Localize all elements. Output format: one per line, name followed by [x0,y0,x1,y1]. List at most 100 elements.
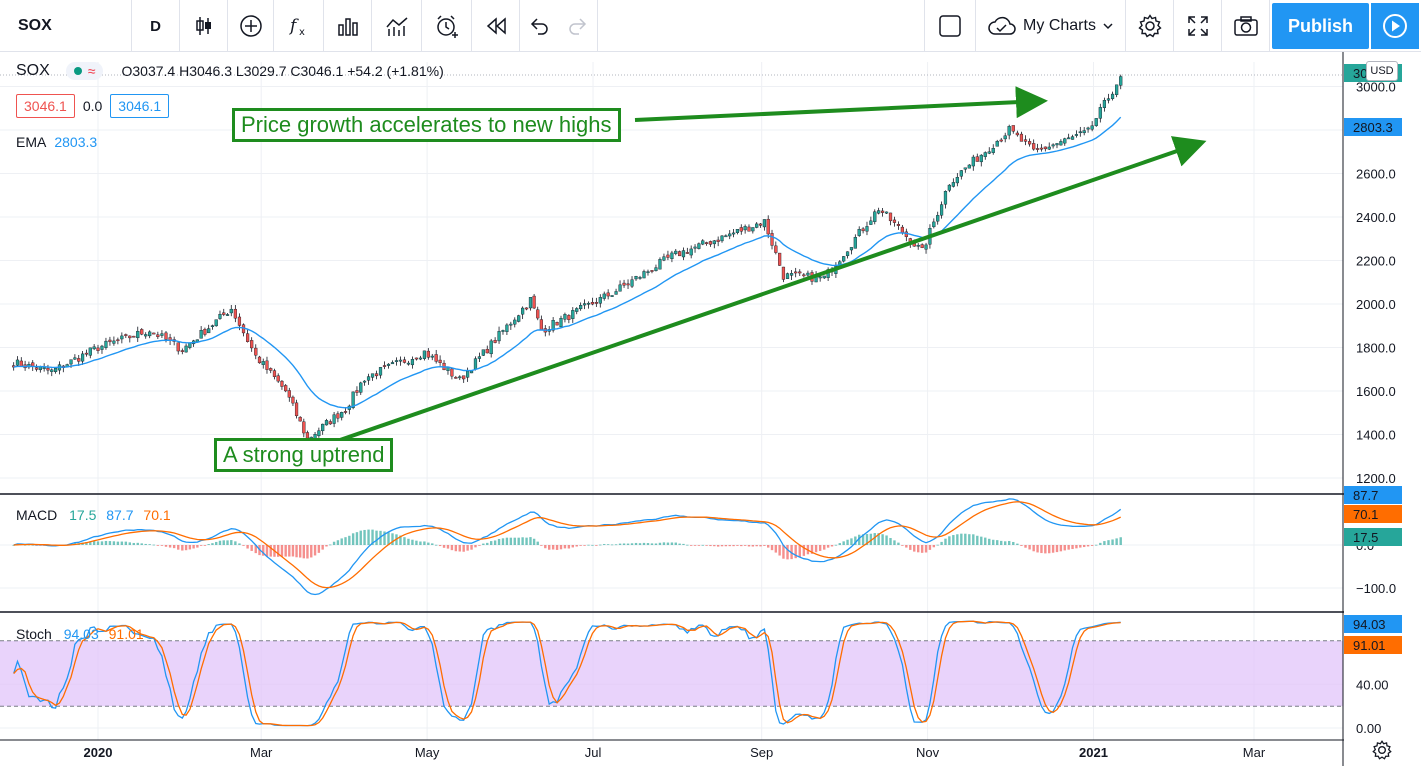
candle-body [418,357,423,360]
symbol-search-button[interactable]: SOX [0,0,132,52]
snapshot-button[interactable] [1222,0,1270,52]
candle-body [469,370,474,374]
candle-body [46,367,50,371]
replay-button[interactable] [472,0,520,52]
candle-body [180,350,184,352]
macd-hist-bar [917,545,920,553]
candle-body [132,335,136,338]
macd-hist-bar [740,545,743,547]
macd-hist-bar [778,545,781,556]
candle-body [1011,125,1015,132]
ema-legend: EMA 2803.3 [16,134,97,150]
trend-arrows[interactable] [339,86,1207,442]
candle-body [650,270,654,272]
stoch-k-tag: 94.03 [1353,617,1386,632]
macd-hist-bar [610,544,614,546]
macd-hist-bar [642,542,646,545]
candle-body [1086,127,1090,130]
candle-body [724,235,728,238]
candle-body [454,377,458,379]
macd-hist-bar [450,545,454,551]
macd-signal-tag-bg [1344,505,1402,523]
currency-badge[interactable]: USD [1366,61,1398,81]
undo-icon[interactable] [529,17,549,35]
candle-body [896,224,901,226]
macd-hist-bar [112,541,116,545]
candle-body [705,242,709,244]
macd-hist-bar [96,541,100,545]
templates-button[interactable] [324,0,372,52]
candle-body [892,219,897,223]
stoch-k-value: 94.03 [63,626,99,642]
publish-button[interactable]: Publish [1272,3,1369,49]
candle-body [654,267,658,272]
candle-body [84,352,89,355]
macd-hist-bar [254,545,257,554]
annotation-uptrend[interactable]: A strong uptrend [214,438,394,472]
annotation-new-highs[interactable]: Price growth accelerates to new highs [232,108,621,142]
candle-body [693,246,697,249]
layout-button[interactable] [924,0,976,52]
candle-body [728,233,732,237]
chart-area[interactable]: 3000.02800.02600.02400.02200.02000.01800… [0,52,1421,766]
macd-hist-bar [794,545,797,559]
arrow-uptrend[interactable] [339,136,1207,442]
market-status-pill[interactable]: ≈ [65,62,104,80]
redo-icon[interactable] [568,17,588,35]
stoch-band [0,640,1343,707]
candle-body [1055,143,1059,146]
macd-hist-bar [116,541,120,545]
macd-hist-bar [136,542,139,545]
candle-body [458,376,462,379]
candle-body [774,245,778,253]
interval-button[interactable]: D [132,0,180,52]
macd-hist-bar [736,545,739,546]
macd-hist-bar [222,540,225,545]
svg-text:f: f [288,16,299,36]
fullscreen-button[interactable] [1174,0,1222,52]
macd-hist-bar [606,544,610,546]
sell-price-box[interactable]: 3046.1 [16,94,75,118]
compare-button[interactable] [228,0,274,52]
candle-body [539,319,543,331]
macd-hist-bar [387,532,390,545]
chart-templates-button[interactable] [372,0,422,52]
candle-body [245,333,250,342]
candle-body [1067,137,1071,140]
chart-type-button[interactable] [180,0,228,52]
arrow-new-highs[interactable] [634,86,1048,122]
macd-hist-bar [984,537,987,545]
candle-body [849,247,854,251]
price-axis[interactable]: 3000.02800.02600.02400.02200.02000.01800… [1344,52,1421,766]
macd-hist-bar [1040,545,1043,554]
play-button[interactable] [1371,3,1419,49]
macd-hist-bar [291,545,295,557]
buy-price-box[interactable]: 3046.1 [110,94,170,118]
candle-body [280,380,284,387]
macd-hist-bar [419,541,422,545]
axis-settings-gear-icon[interactable] [1372,740,1392,760]
macd-hist-bar [211,543,214,545]
candle-body [594,302,598,304]
candle-body [880,210,885,213]
macd-hist-bar [340,538,343,545]
macd-hist-bar [701,544,704,546]
price-tick-label: 1600.0 [1356,384,1396,399]
macd-hist-bar [838,543,841,545]
symbol-label: SOX [18,17,52,34]
candle-body [751,227,755,232]
macd-hist-bar [992,539,995,545]
macd-hist-bar [1024,545,1027,548]
candle-body [1082,130,1086,134]
axis-bg [1344,52,1421,766]
candle-body [536,309,540,319]
macd-hist-bar [168,545,172,548]
candle-body [845,251,850,257]
macd-hist-bar [980,536,983,545]
time-axis[interactable]: 2020 Mar May Jul Sep Nov 2021 Mar [84,745,1266,760]
macd-hist-bar [288,545,291,557]
my-charts-button[interactable]: My Charts [976,0,1126,52]
alert-button[interactable] [422,0,472,52]
settings-button[interactable] [1126,0,1174,52]
